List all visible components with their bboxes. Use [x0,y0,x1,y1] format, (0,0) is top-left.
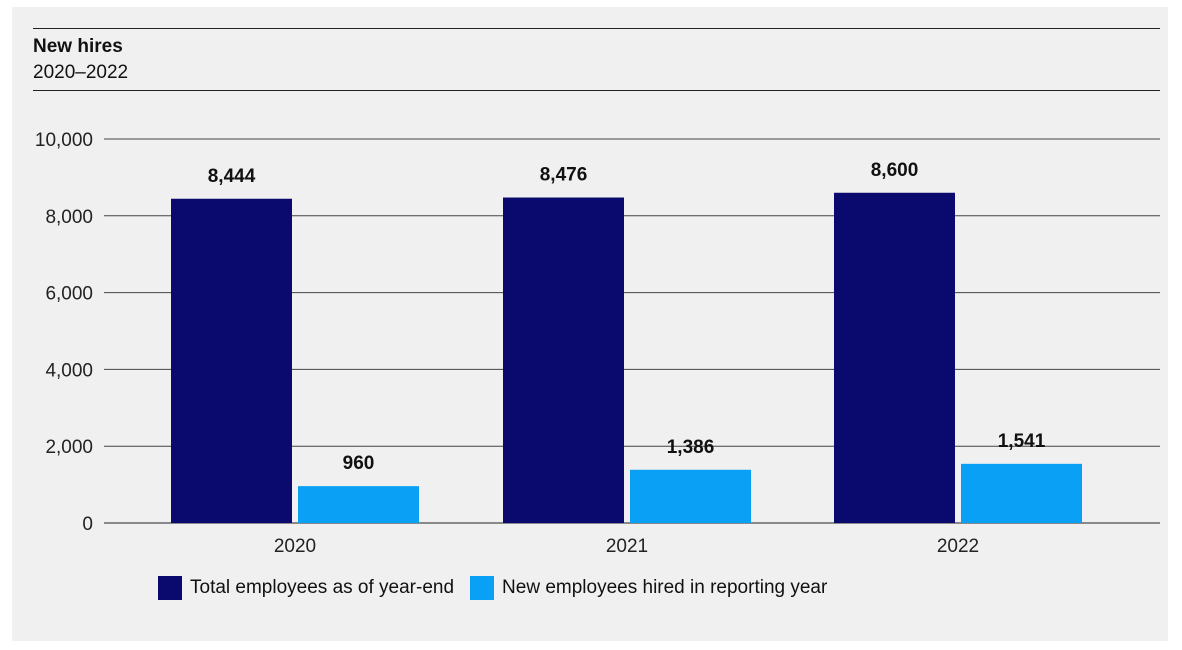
y-tick-label: 0 [82,514,93,535]
data-label: 960 [343,453,375,474]
bar-total-employees [171,198,292,523]
legend-item-new-hires: New employees hired in reporting year [470,576,827,600]
x-tick-label: 2020 [274,536,316,557]
y-tick-label: 2,000 [45,437,93,458]
legend-item-total: Total employees as of year-end [158,576,454,600]
y-tick-label: 10,000 [35,130,93,151]
legend: Total employees as of year-end New emplo… [158,576,843,600]
top-rule [33,28,1160,29]
bar-new-hires [961,463,1082,523]
data-label: 1,386 [667,437,715,458]
y-tick-label: 4,000 [45,360,93,381]
title-rule [33,90,1160,91]
legend-swatch-new-hires [470,576,495,600]
bar-total-employees [503,197,624,523]
x-tick-label: 2021 [606,536,648,557]
chart-title: New hires [33,36,123,57]
bar-new-hires [630,469,751,523]
legend-label-new-hires: New employees hired in reporting year [502,577,828,598]
y-tick-label: 8,000 [45,207,93,228]
data-label: 1,541 [998,431,1046,452]
data-label: 8,600 [871,160,919,181]
chart-subtitle: 2020–2022 [33,62,129,83]
x-tick-label: 2022 [937,536,979,557]
legend-label-total: Total employees as of year-end [190,577,455,598]
y-tick-label: 6,000 [45,284,93,305]
bar-new-hires [298,486,419,523]
data-label: 8,444 [208,166,256,187]
bar-total-employees [834,192,955,523]
legend-swatch-total [158,576,182,600]
data-label: 8,476 [540,165,588,186]
